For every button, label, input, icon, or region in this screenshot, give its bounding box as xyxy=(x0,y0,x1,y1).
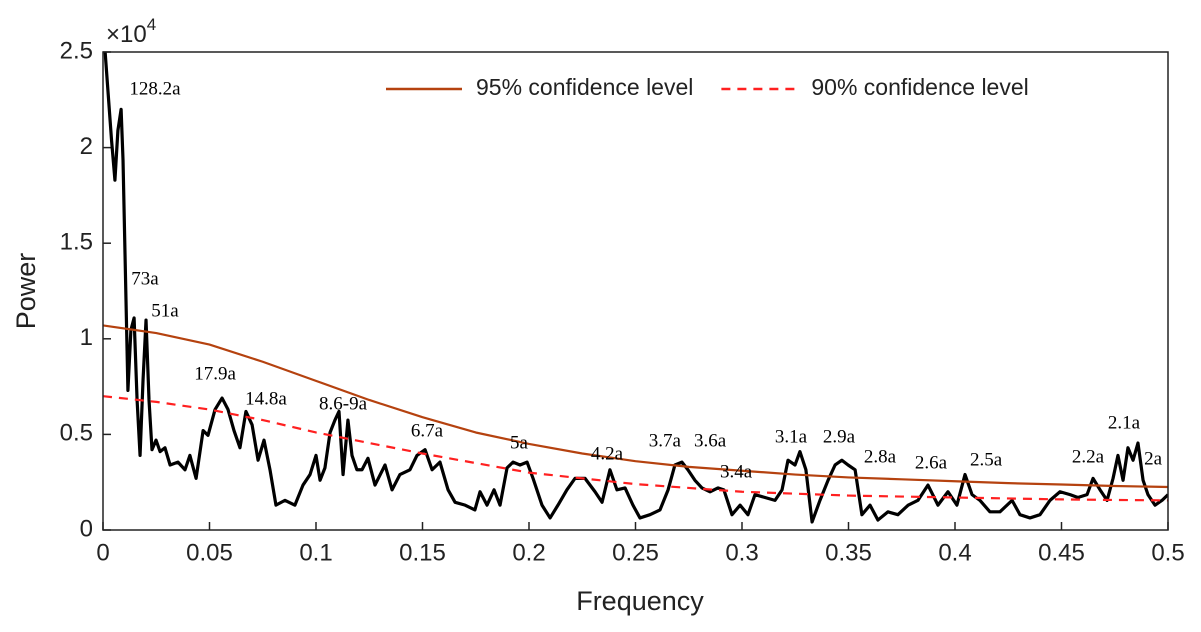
y-tick-label: 1 xyxy=(80,324,93,351)
y-tick-label: 2.5 xyxy=(60,37,93,64)
annotation: 2.2a xyxy=(1072,446,1105,467)
y-tick-label: 0.5 xyxy=(60,420,93,447)
series-line xyxy=(103,52,1168,524)
annotation: 3.4a xyxy=(720,461,753,482)
annotation: 2.1a xyxy=(1108,412,1141,433)
y-scale-label: ×104 xyxy=(106,15,156,48)
x-tick-label: 0.5 xyxy=(1151,539,1184,566)
x-tick-label: 0.35 xyxy=(825,539,872,566)
annotation: 17.9a xyxy=(194,363,236,384)
y-tick-label: 1.5 xyxy=(60,229,93,256)
x-tick-label: 0.05 xyxy=(186,539,233,566)
annotation: 3.7a xyxy=(649,430,682,451)
annotation: 8.6-9a xyxy=(319,393,368,414)
annotation: 2.9a xyxy=(823,426,856,447)
annotation: 3.1a xyxy=(775,426,808,447)
y-axis-label: Power xyxy=(11,253,41,330)
annotation: 2.5a xyxy=(970,449,1003,470)
y-tick-label: 0 xyxy=(80,515,93,542)
x-axis-label: Frequency xyxy=(576,586,704,616)
series-line xyxy=(103,395,1168,502)
series-line xyxy=(103,324,1168,489)
x-tick-label: 0.25 xyxy=(612,539,659,566)
annotation: 3.6a xyxy=(694,430,727,451)
x-tick-label: 0 xyxy=(96,539,109,566)
x-tick-label: 0.45 xyxy=(1038,539,1085,566)
annotation: 6.7a xyxy=(411,420,444,441)
legend-label: 95% confidence level xyxy=(476,74,693,100)
annotation: 14.8a xyxy=(245,388,287,409)
x-tick-label: 0.1 xyxy=(299,539,332,566)
y-scale-base: ×10 xyxy=(106,21,147,48)
annotation: 73a xyxy=(131,268,159,289)
legend-label: 90% confidence level xyxy=(811,74,1028,100)
x-tick-label: 0.15 xyxy=(399,539,446,566)
x-tick-label: 0.3 xyxy=(725,539,758,566)
x-tick-label: 0.2 xyxy=(512,539,545,566)
annotation: 2.8a xyxy=(864,446,897,467)
y-tick-label: 2 xyxy=(80,133,93,160)
x-tick-label: 0.4 xyxy=(938,539,971,566)
annotation: 2a xyxy=(1144,448,1163,469)
annotation: 2.6a xyxy=(915,452,948,473)
y-scale-exponent: 4 xyxy=(147,15,156,34)
annotation: 128.2a xyxy=(129,79,181,100)
annotation: 5a xyxy=(510,432,529,453)
plot-frame xyxy=(102,51,1169,531)
annotation: 51a xyxy=(151,300,179,321)
annotation: 4.2a xyxy=(591,443,624,464)
